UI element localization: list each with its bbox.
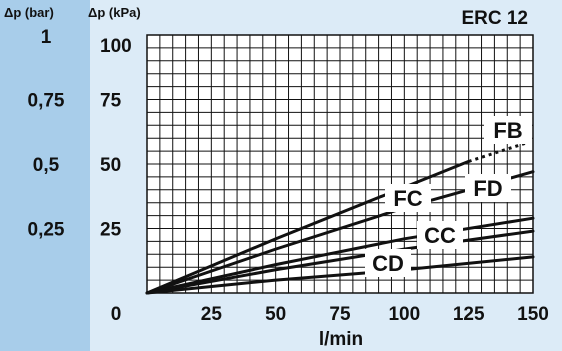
- x-tick-labels: 0 25 50 75 100 125 150: [111, 304, 549, 325]
- chart-title: ERC 12: [461, 8, 528, 29]
- series-line-fd: [145, 216, 535, 295]
- series-label-cd: CD: [372, 251, 404, 276]
- series-label-bg-fb: [484, 116, 532, 144]
- series-label-bg-fd: [465, 174, 511, 202]
- y-tick-label-kpa: 100: [100, 36, 132, 57]
- series-label-fc: FC: [393, 186, 422, 211]
- x-tick-label: 25: [201, 304, 223, 325]
- bar-scale-panel: [0, 0, 90, 351]
- series-label-bg-cd: [365, 249, 411, 277]
- series-labels: FB FC FD CC CD: [365, 116, 532, 277]
- grid-lines: [146, 34, 534, 294]
- y-tick-label-kpa: 25: [100, 220, 122, 241]
- y-tick-label-kpa: 50: [100, 155, 121, 176]
- x-tick-label: 125: [453, 304, 485, 325]
- series-line-fb-dashed: [468, 139, 534, 163]
- plot-border: [146, 34, 534, 294]
- y-tick-labels-bar: 1 0,75 0,5 0,25: [28, 27, 65, 241]
- series-line-cc: [145, 229, 535, 295]
- x-tick-label: 150: [517, 304, 549, 325]
- y-tick-label-kpa: 75: [100, 91, 122, 112]
- y-axis-label-bar: Δp (bar): [4, 5, 54, 20]
- series-line-fb: [145, 159, 471, 295]
- series-label-fb: FB: [493, 118, 522, 143]
- y-tick-label-bar: 1: [41, 27, 52, 48]
- y-tick-label-bar: 0,5: [33, 155, 60, 176]
- x-tick-label: 0: [111, 304, 122, 325]
- x-axis-label: l/min: [319, 329, 363, 350]
- y-tick-label-bar: 0,25: [28, 220, 65, 241]
- series-label-bg-fc: [385, 184, 431, 212]
- x-tick-label: 100: [388, 304, 420, 325]
- y-tick-labels-kpa: 100 75 50 25: [100, 36, 132, 241]
- y-tick-label-bar: 0,75: [28, 91, 65, 112]
- x-tick-label: 75: [329, 304, 351, 325]
- y-axis-label-kpa: Δp (kPa): [88, 5, 141, 20]
- series-label-fd: FD: [473, 176, 502, 201]
- series-label-cc: CC: [424, 223, 456, 248]
- x-tick-label: 50: [265, 304, 286, 325]
- series-line-cd: [145, 255, 535, 295]
- series-label-bg-cc: [417, 221, 463, 249]
